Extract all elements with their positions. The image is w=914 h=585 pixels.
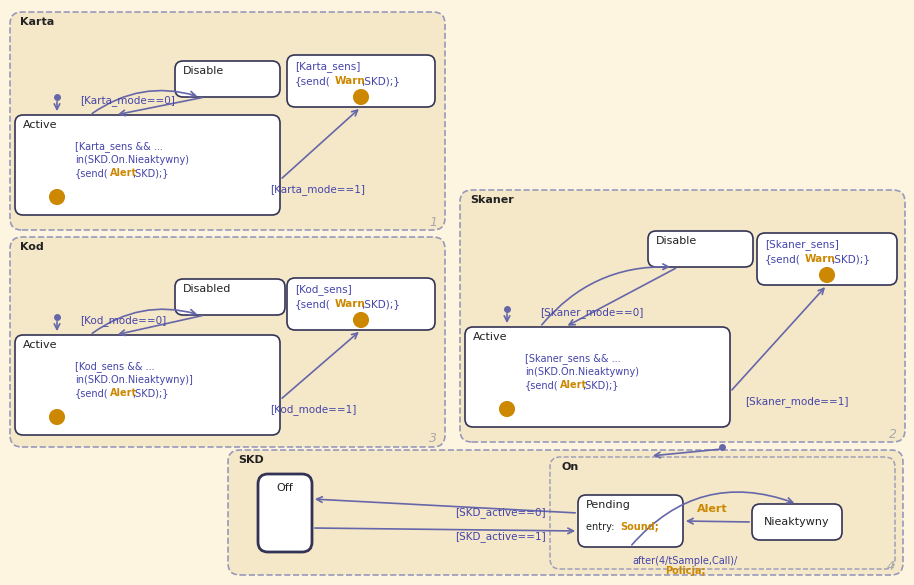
Text: Warn: Warn [805,254,835,264]
Text: entry:: entry: [586,522,618,532]
Text: Nieaktywny: Nieaktywny [764,517,830,527]
Text: [Skaner_mode==1]: [Skaner_mode==1] [745,397,848,408]
Text: Disabled: Disabled [183,284,231,294]
Text: Karta: Karta [20,17,54,27]
FancyBboxPatch shape [10,12,445,230]
Text: ,SKD);}: ,SKD);} [361,76,400,86]
Text: Active: Active [473,332,507,342]
Text: Off: Off [277,483,293,493]
FancyBboxPatch shape [175,61,280,97]
Text: SKD: SKD [238,455,264,465]
Text: in(SKD.On.Nieaktywny): in(SKD.On.Nieaktywny) [525,367,639,377]
Text: after(4/tSample,Call)/: after(4/tSample,Call)/ [632,556,738,566]
FancyBboxPatch shape [550,457,895,569]
Text: {send(: {send( [295,299,331,309]
Text: [Kod_mode==0]: [Kod_mode==0] [80,315,166,326]
FancyBboxPatch shape [648,231,753,267]
Text: ,SKD);}: ,SKD);} [132,388,168,398]
Circle shape [50,190,64,204]
Circle shape [354,90,368,104]
Text: [Kod_sens && ...: [Kod_sens && ... [75,362,154,373]
FancyBboxPatch shape [228,450,903,575]
Text: Skaner: Skaner [470,195,514,205]
FancyBboxPatch shape [578,495,683,547]
Text: [Karta_sens]: [Karta_sens] [295,61,360,73]
Text: Policja;: Policja; [664,566,706,576]
FancyBboxPatch shape [757,233,897,285]
Text: [Skaner_sens]: [Skaner_sens] [765,239,839,250]
Text: [Karta_mode==1]: [Karta_mode==1] [270,184,365,195]
Text: Sound;: Sound; [620,522,659,532]
FancyBboxPatch shape [15,335,280,435]
Text: [Skaner_mode==0]: [Skaner_mode==0] [540,308,643,318]
Text: ,SKD);}: ,SKD);} [831,254,870,264]
Text: Disable: Disable [183,66,224,76]
Circle shape [354,313,368,327]
Text: 4: 4 [887,560,895,573]
Circle shape [500,402,514,416]
Text: Warn: Warn [335,76,366,86]
Text: ,SKD);}: ,SKD);} [582,380,619,390]
Text: 3: 3 [429,432,437,446]
FancyBboxPatch shape [10,237,445,447]
Text: Alert: Alert [696,504,728,514]
FancyBboxPatch shape [287,55,435,107]
Circle shape [50,410,64,424]
Text: in(SKD.On.Nieaktywny)]: in(SKD.On.Nieaktywny)] [75,375,193,385]
Text: {send(: {send( [75,388,109,398]
Text: ,SKD);}: ,SKD);} [361,299,400,309]
Text: [Skaner_sens && ...: [Skaner_sens && ... [525,353,621,364]
Text: [SKD_active==0]: [SKD_active==0] [455,508,546,518]
Text: [Kod_mode==1]: [Kod_mode==1] [270,405,356,415]
Text: Kod: Kod [20,242,44,252]
FancyBboxPatch shape [287,278,435,330]
FancyBboxPatch shape [15,115,280,215]
Text: Active: Active [23,120,58,130]
Text: 1: 1 [429,215,437,229]
Text: {send(: {send( [75,168,109,178]
Text: [Kod_sens]: [Kod_sens] [295,284,352,295]
Text: Alert: Alert [110,168,137,178]
Text: Disable: Disable [656,236,697,246]
FancyBboxPatch shape [752,504,842,540]
Text: Pending: Pending [586,500,631,510]
FancyBboxPatch shape [258,474,312,552]
Text: [Karta_sens && ...: [Karta_sens && ... [75,142,163,153]
Text: {send(: {send( [295,76,331,86]
Text: Active: Active [23,340,58,350]
Text: On: On [562,462,579,472]
Text: Warn: Warn [335,299,366,309]
Text: [SKD_active==1]: [SKD_active==1] [455,532,546,542]
Text: Alert: Alert [110,388,137,398]
Text: 2: 2 [889,428,897,441]
Text: {send(: {send( [525,380,558,390]
FancyBboxPatch shape [175,279,285,315]
FancyBboxPatch shape [460,190,905,442]
Text: Alert: Alert [560,380,587,390]
Text: in(SKD.On.Nieaktywny): in(SKD.On.Nieaktywny) [75,155,189,165]
Text: {send(: {send( [765,254,801,264]
FancyBboxPatch shape [465,327,730,427]
Text: [Karta_mode==0]: [Karta_mode==0] [80,95,175,106]
Circle shape [820,268,834,282]
Text: ,SKD);}: ,SKD);} [132,168,168,178]
